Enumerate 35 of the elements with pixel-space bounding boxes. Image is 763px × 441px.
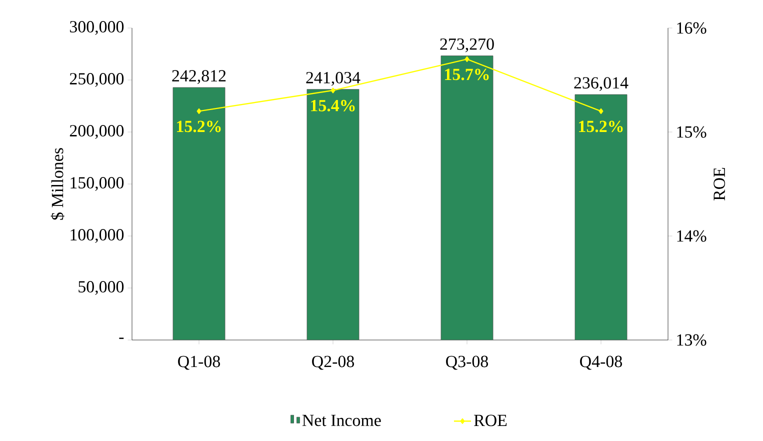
data-label: 242,812 <box>172 70 226 84</box>
y2-tick-label: 14% <box>677 230 706 242</box>
data-label: 15.4% <box>311 100 355 112</box>
legend-label: ROE <box>474 414 507 426</box>
point <box>464 56 470 62</box>
bar <box>574 94 628 340</box>
x-tick-label: Q2-08 <box>312 356 354 370</box>
data-label: 236,014 <box>574 77 628 92</box>
y-tick-label: 200,000 <box>70 125 124 139</box>
legend-label: Net Income <box>302 414 381 426</box>
data-label: 15.2% <box>177 120 221 132</box>
y-tick-label: 250,000 <box>70 73 124 87</box>
y2-tick-label: 15% <box>677 126 706 138</box>
data-label: 15.7% <box>445 68 489 80</box>
y2-axis-title: ROE <box>714 168 726 200</box>
y-tick-label: 300,000 <box>70 21 124 35</box>
bar <box>440 56 494 340</box>
data-label: 273,270 <box>440 38 494 52</box>
data-label: 241,034 <box>306 72 360 86</box>
x-tick-label: Q4-08 <box>580 356 622 370</box>
point <box>196 108 202 114</box>
bar <box>172 87 226 340</box>
y2-tick-label: 13% <box>677 334 706 346</box>
bar <box>306 89 360 340</box>
y-tick-label: - <box>119 338 124 339</box>
data-label: 15.2% <box>579 120 623 132</box>
point <box>598 108 604 114</box>
x-tick-label: Q1-08 <box>178 356 220 370</box>
y-tick-label: 50,000 <box>78 281 124 295</box>
y-axis-title: $ Millones <box>50 148 64 220</box>
point <box>330 88 336 94</box>
y-tick-label: 150,000 <box>70 177 124 191</box>
y-tick-label: 100,000 <box>70 229 124 243</box>
y2-tick-label: 16% <box>677 22 706 34</box>
x-tick-label: Q3-08 <box>446 356 488 370</box>
